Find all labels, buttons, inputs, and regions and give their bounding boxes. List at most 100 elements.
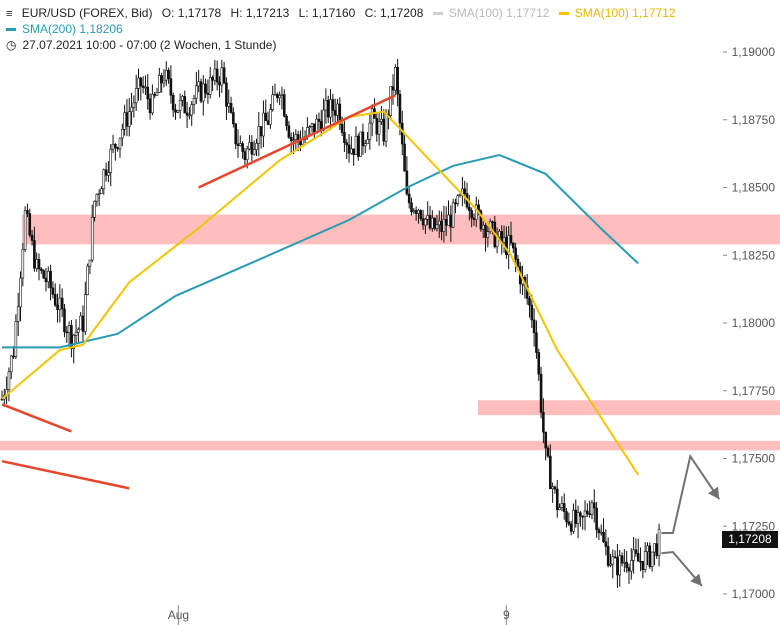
candle-body [174,109,177,113]
candle-body [132,102,136,108]
last-price-tag: 1,17208 [722,531,778,548]
candle-body [646,545,649,552]
candle-body [178,100,182,111]
scenario-arrow-head [708,486,720,500]
candle-body [400,122,404,145]
candle-body [579,512,582,517]
candle-body [301,139,305,145]
candle-body [509,235,513,244]
candle-body [65,331,69,334]
candle-body [33,240,36,269]
candle-body [468,206,471,211]
candle-body [271,94,274,110]
candle-body [458,193,462,197]
candle-body [583,510,587,517]
candle-body [215,68,219,83]
candle-body [491,221,494,224]
candle-body [440,220,443,232]
candle-body [574,509,578,524]
candle-body [164,69,168,81]
sma100-grey-legend-icon [432,12,443,16]
candle-body [437,220,441,226]
candle-body [447,214,450,226]
candle-body [454,202,457,205]
y-tick-label: 1,18000 [732,316,776,330]
candle-body [417,210,420,214]
candle-body [530,304,534,321]
y-tick-label: 1,17000 [732,587,776,601]
candle-body [167,69,170,79]
candle-body [623,561,626,564]
candle-body [643,551,647,570]
candle-body [449,214,453,228]
sma200-line [2,153,639,349]
candle-body [185,112,189,116]
candle-body [336,103,339,116]
candle-body [232,112,235,125]
candle-body [250,142,254,155]
candle-body [641,561,645,570]
candle-body [537,352,541,375]
candle-body [176,110,180,113]
candle-body [331,99,335,111]
trendline [1,403,72,433]
candle-body [639,560,642,563]
zone-band [478,400,780,416]
candle-body [204,83,207,94]
candle-body [40,268,43,271]
candle-body [114,143,117,148]
candle-body [282,94,286,117]
resistance-support-zones [0,214,780,451]
y-tick-label: 1,18500 [732,181,776,195]
candle-body [162,79,166,84]
candle-body [49,270,52,289]
candle-body [650,551,654,567]
candle-body [273,93,277,96]
candle-body [201,83,205,102]
candle-body [368,122,372,140]
candle-body [363,143,367,147]
candle-body [636,553,640,562]
candle-body [414,210,418,214]
candle-body [424,218,427,226]
candle-body [287,125,291,138]
y-tick-label: 1,18250 [732,248,776,262]
candle-body [560,503,564,508]
candle-body [595,507,598,530]
candle-body [266,120,270,125]
candle-body [470,210,473,219]
candle-body [375,118,379,135]
candle-body [70,325,73,349]
candle-body [463,188,467,194]
candle-body [190,104,194,116]
candle-body [370,108,374,124]
candle-body [310,123,314,127]
candle-body [285,115,288,127]
candle-body [199,81,203,102]
candle-body [294,134,298,140]
candle-body [308,126,312,128]
candle-body [345,142,349,146]
candle-body [46,270,50,283]
chart-type-icon[interactable]: ≡ [6,8,13,20]
candle-body [572,509,575,532]
candle-body [410,202,413,213]
candle-body [26,210,29,214]
candle-body [280,94,284,96]
sma100-gold-legend-icon [558,12,569,16]
zone-band [0,440,780,451]
candle-body [498,231,501,238]
candle-body [16,306,20,322]
candle-body [553,486,557,490]
candle-body [35,259,39,269]
candle-body [220,67,224,86]
candle-body [407,193,411,204]
sma200-legend-icon [6,28,16,32]
candle-body [442,218,446,232]
candle-body [389,86,392,116]
candle-body [28,213,32,236]
candle-body [118,137,122,150]
candle-body [218,81,221,86]
candle-body [195,85,198,99]
candle-body [562,503,566,512]
